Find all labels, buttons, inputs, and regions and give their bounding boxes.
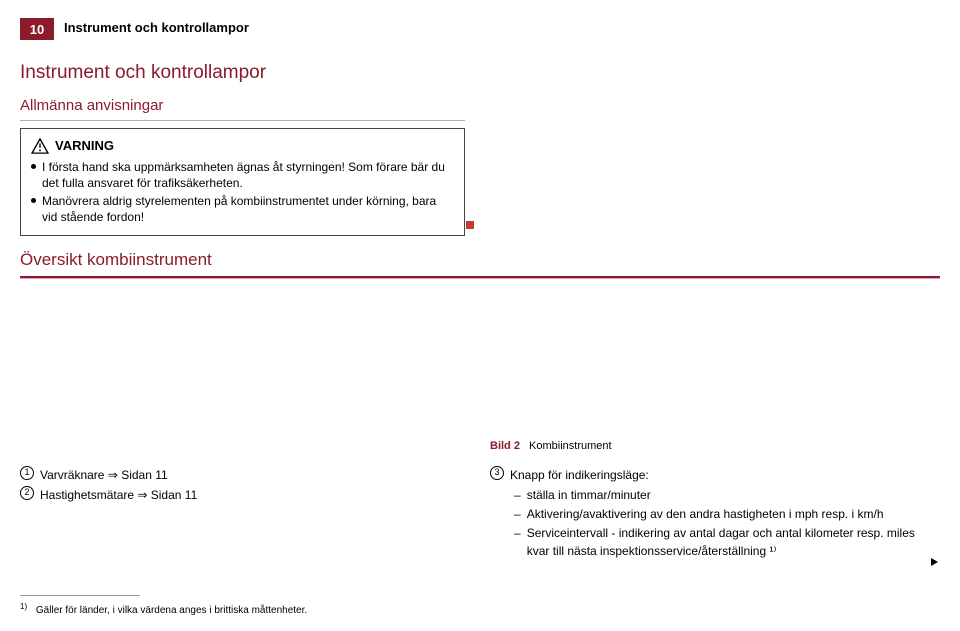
section-underline: [20, 276, 940, 278]
legend-item: 2 Hastighetsmätare ⇒ Sidan 11: [20, 486, 197, 504]
footnote-text: Gäller för länder, i vilka värdena anges…: [36, 605, 307, 616]
sub-title: Allmänna anvisningar: [20, 97, 163, 114]
legend-item: 3 Knapp för indikeringsläge:: [490, 466, 940, 484]
legend-left-column: 1 Varvräknare ⇒ Sidan 11 2 Hastighetsmät…: [20, 466, 197, 506]
page-number-box: 10: [20, 18, 54, 40]
page-number: 10: [30, 22, 44, 37]
legend-number-icon: 2: [20, 486, 34, 500]
dash-icon: –: [514, 486, 521, 504]
dash-icon: –: [514, 505, 521, 523]
sub-title-underline: [20, 120, 465, 121]
legend-subitem: – Serviceintervall - indikering av antal…: [514, 524, 940, 560]
legend-text: Hastighetsmätare ⇒ Sidan 11: [40, 486, 197, 504]
warning-text: Manövrera aldrig styrelementen på kombii…: [42, 193, 454, 225]
warning-box: VARNING I första hand ska uppmärksamhete…: [20, 128, 465, 236]
legend-number-icon: 3: [490, 466, 504, 480]
legend-text: Knapp för indikeringsläge:: [510, 466, 649, 484]
legend-subitem: – ställa in timmar/minuter: [514, 486, 940, 504]
footnote-rule: [20, 595, 140, 596]
warning-triangle-icon: [31, 138, 49, 154]
figure-caption: Bild 2 Kombiinstrument: [490, 440, 612, 452]
legend-right-column: 3 Knapp för indikeringsläge: – ställa in…: [490, 466, 940, 561]
legend-number-icon: 1: [20, 466, 34, 480]
legend-subtext: Serviceintervall - indikering av antal d…: [527, 524, 940, 560]
running-header: Instrument och kontrollampor: [64, 20, 249, 35]
warning-text: I första hand ska uppmärksamheten ägnas …: [42, 159, 454, 191]
warning-header: VARNING: [31, 137, 454, 155]
footnote: 1) Gäller för länder, i vilka värdena an…: [20, 602, 307, 616]
legend-subtext: ställa in timmar/minuter: [527, 486, 651, 504]
dash-icon: –: [514, 524, 521, 560]
continue-arrow-icon: [931, 558, 938, 566]
legend-sublist: – ställa in timmar/minuter – Aktivering/…: [514, 486, 940, 560]
section-title: Översikt kombiinstrument: [20, 250, 212, 270]
main-title: Instrument och kontrollampor: [20, 62, 266, 84]
end-marker-icon: [466, 221, 474, 229]
legend-item: 1 Varvräknare ⇒ Sidan 11: [20, 466, 197, 484]
caption-prefix: Bild 2: [490, 440, 520, 452]
caption-text: Kombiinstrument: [529, 440, 612, 452]
bullet-icon: [31, 198, 36, 203]
bullet-icon: [31, 164, 36, 169]
legend-subtext: Aktivering/avaktivering av den andra has…: [527, 505, 884, 523]
footnote-marker: 1): [20, 602, 27, 611]
warning-bullet: Manövrera aldrig styrelementen på kombii…: [31, 193, 454, 225]
legend-text: Varvräknare ⇒ Sidan 11: [40, 466, 168, 484]
legend-subitem: – Aktivering/avaktivering av den andra h…: [514, 505, 940, 523]
warning-bullet: I första hand ska uppmärksamheten ägnas …: [31, 159, 454, 191]
warning-label: VARNING: [55, 137, 114, 155]
